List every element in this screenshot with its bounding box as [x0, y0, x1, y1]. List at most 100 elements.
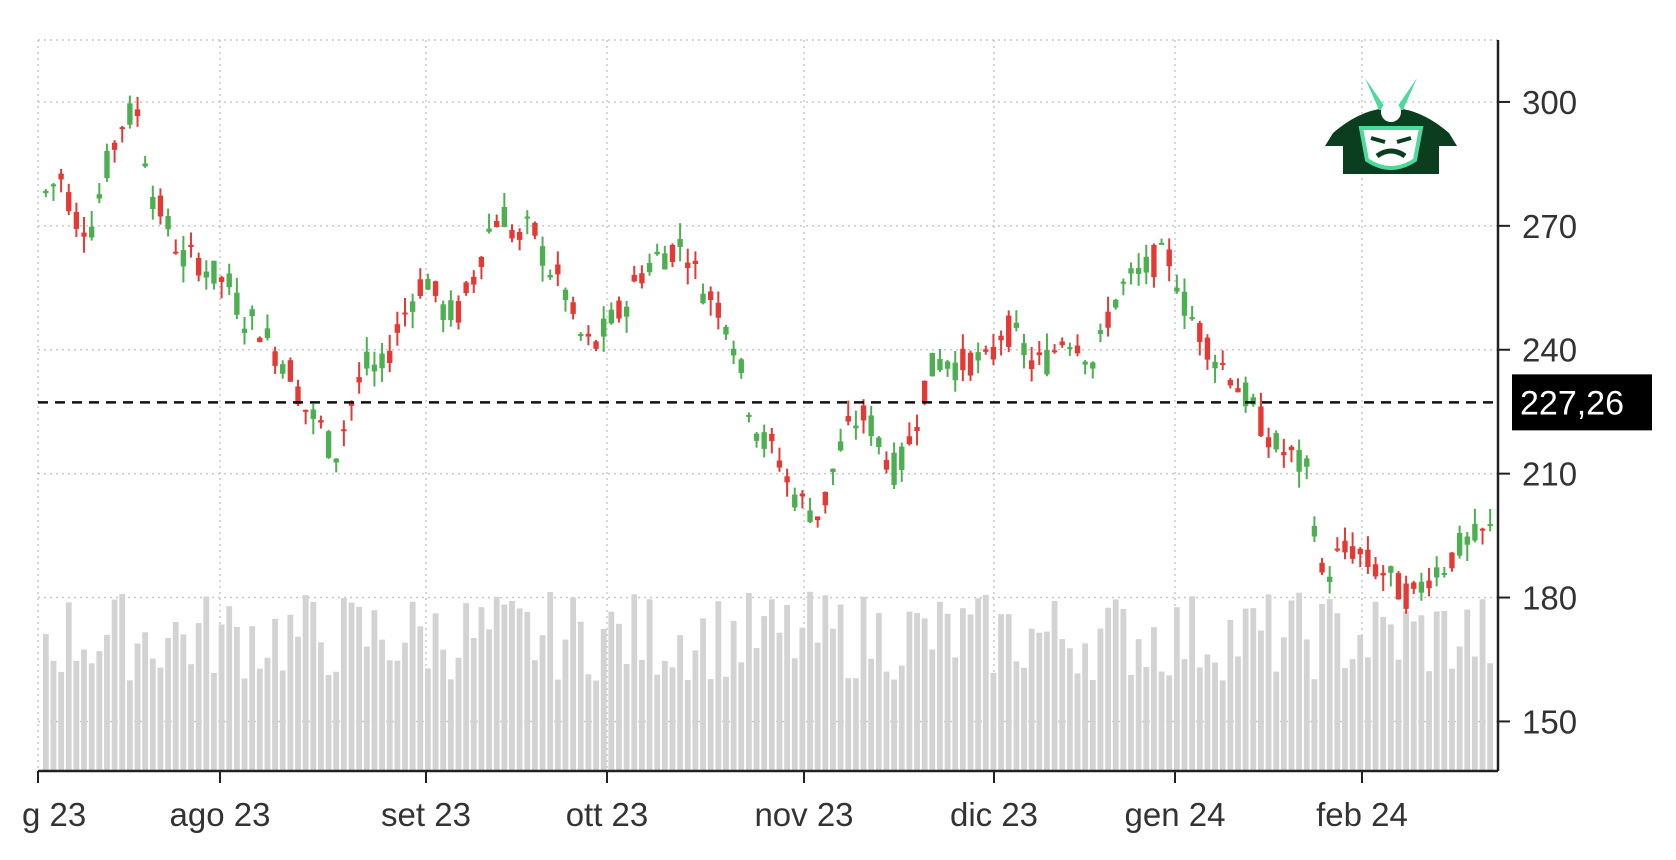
candle-body: [310, 409, 316, 419]
candle-body: [1418, 581, 1425, 593]
candle-body: [165, 216, 171, 230]
volume-bar: [165, 638, 171, 771]
volume-bar: [723, 676, 729, 771]
candle-body: [111, 142, 118, 150]
candle-body: [356, 377, 362, 383]
candle-body: [1074, 345, 1081, 354]
volume-bar: [1319, 604, 1325, 771]
volume-bar: [363, 646, 370, 771]
volume-bar: [883, 671, 890, 771]
candle-body: [1235, 388, 1241, 393]
volume-bar: [1303, 639, 1310, 771]
volume-bar: [1296, 592, 1303, 771]
candle-body: [1441, 573, 1448, 576]
volume-bar: [982, 594, 989, 771]
volume-bar: [1449, 668, 1455, 771]
volume-bar: [776, 632, 783, 771]
volume-bar: [791, 658, 798, 771]
volume-bar: [1059, 639, 1066, 771]
volume-bar: [516, 608, 523, 771]
candle-body: [1464, 536, 1470, 545]
candle-body: [1220, 362, 1226, 365]
volume-bar: [1105, 607, 1111, 771]
candle-body: [967, 352, 974, 376]
x-tick-label: feb 24: [1316, 796, 1408, 833]
helmet-crest: [1381, 102, 1401, 122]
volume-bar: [1143, 667, 1150, 771]
candle-body: [364, 351, 370, 369]
candle-body: [983, 349, 989, 352]
volume-bar: [1227, 619, 1234, 771]
volume-bar: [211, 672, 217, 771]
last-price-label: 227,26: [1520, 384, 1624, 422]
last-price-badge: [1512, 374, 1652, 431]
candle-body: [1449, 552, 1455, 569]
helmet-horns: [1365, 78, 1417, 110]
x-tick-label: ott 23: [566, 796, 649, 833]
volume-bar: [822, 595, 829, 771]
candle-body: [1067, 347, 1073, 350]
candle-body: [1113, 299, 1119, 308]
candle-body: [1212, 361, 1218, 369]
candle-body: [738, 359, 744, 373]
candle-body: [1479, 528, 1486, 531]
candle-body: [593, 341, 599, 349]
candle-body: [379, 353, 385, 369]
volume-bar: [1097, 628, 1104, 771]
candle-body: [952, 362, 958, 381]
candle-body: [478, 257, 485, 268]
volume-bar: [1151, 627, 1157, 771]
volume-bar: [875, 613, 882, 771]
volume-bar: [432, 613, 439, 771]
candle-body: [333, 458, 339, 463]
volume-bar: [440, 649, 447, 771]
candle-body: [455, 301, 462, 323]
candle-body: [1090, 362, 1096, 369]
volume-bar: [891, 679, 897, 771]
volume-bar: [562, 639, 569, 771]
candle-body: [868, 415, 874, 437]
volume-bar: [807, 591, 813, 771]
volume-bar: [279, 670, 286, 771]
candle-body: [830, 468, 836, 473]
volume-bar: [333, 671, 340, 771]
candle-body: [1273, 433, 1279, 450]
candle-body: [287, 360, 294, 382]
candle-body: [578, 334, 584, 337]
volume-bar: [1005, 614, 1012, 771]
candle-body: [66, 192, 72, 212]
volume-bar: [417, 626, 424, 771]
volume-bar: [486, 629, 492, 771]
candle-body: [1120, 281, 1127, 284]
volume-bar: [1158, 671, 1165, 771]
candle-body: [1288, 446, 1295, 451]
candle-body: [1426, 580, 1432, 589]
candle-body: [387, 350, 393, 363]
volume-bar: [852, 678, 859, 771]
candle-body: [325, 431, 332, 458]
candle-body: [1434, 567, 1440, 578]
candle-body: [639, 273, 645, 284]
candle-body: [371, 364, 378, 372]
volume-bar: [1196, 667, 1203, 771]
volume-bar: [1280, 637, 1287, 771]
volume-bar: [623, 664, 630, 771]
candle-body: [1395, 573, 1402, 600]
samurai-helmet-icon: [1325, 78, 1457, 174]
candle-body: [715, 302, 722, 318]
volume-bar: [272, 618, 278, 771]
volume-bar: [1387, 624, 1394, 771]
helmet-eyes: [1370, 136, 1412, 144]
candle-body: [96, 194, 102, 199]
volume-bar: [249, 626, 256, 771]
candle-body: [1036, 352, 1042, 356]
volume-bar: [661, 661, 668, 771]
candle-body: [1242, 382, 1249, 407]
y-tick-label: 240: [1522, 332, 1577, 369]
volume-bar: [1013, 661, 1020, 771]
candle-body: [914, 427, 920, 432]
volume-bar: [539, 635, 546, 771]
x-tick-label: set 23: [381, 796, 471, 833]
volume-bar: [509, 600, 515, 771]
volume-bar: [394, 660, 401, 771]
